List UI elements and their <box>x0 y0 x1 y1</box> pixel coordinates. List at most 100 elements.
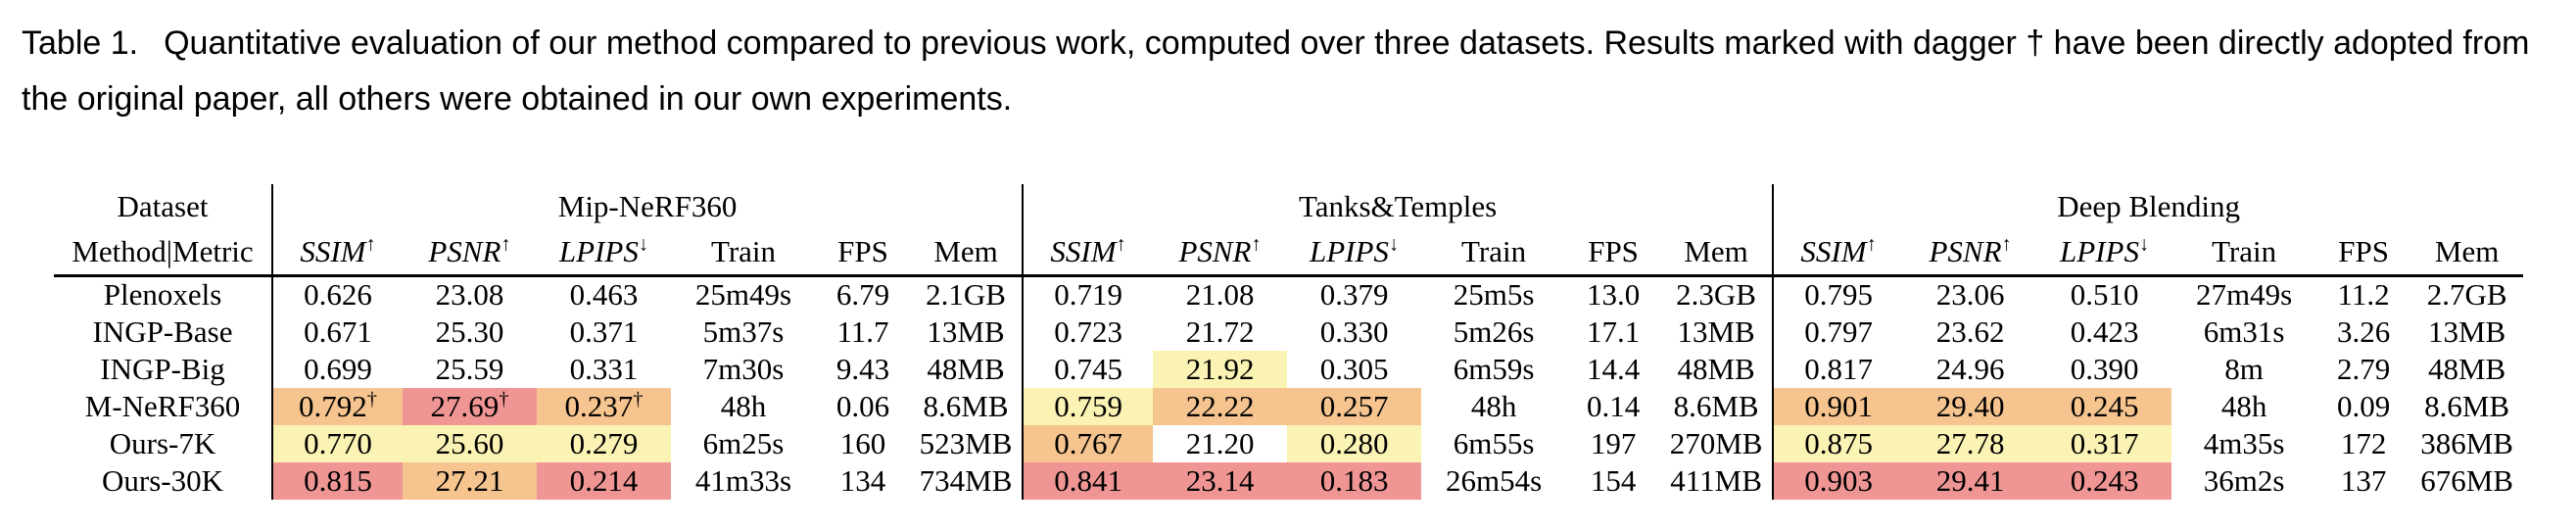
value-cell: 29.40 <box>1903 387 2038 425</box>
value-cell: 676MB <box>2420 462 2513 498</box>
value-cell: 137 <box>2340 462 2387 498</box>
value-cell: 172 <box>2340 425 2387 460</box>
metric-header-deep-blending-mem: Mem <box>2410 228 2524 277</box>
value-cell: 27.21 <box>403 461 537 500</box>
value-cell: 734MB <box>919 462 1013 498</box>
value-cell: 13.0 <box>1586 277 1641 313</box>
value-cell: 0.797 <box>1772 313 1904 351</box>
metric-header-row: Method|Metric SSIM↑ PSNR↑ LPIPS↓ Train FPS Me… <box>54 228 2524 277</box>
value-cell: 2.7GB <box>2426 277 2507 313</box>
value-cell: 197 <box>1590 425 1637 460</box>
value-cell: 0.841 <box>1022 461 1154 500</box>
value-cell: 0.770 <box>271 424 403 462</box>
metric-header-deep-blending-fps: FPS <box>2316 228 2411 277</box>
value-cell: 0.767 <box>1022 424 1154 462</box>
value-cell: 8m <box>2224 351 2264 386</box>
value-cell: 0.817 <box>1772 350 1904 388</box>
row-ingp-base: INGP-Base 0.671 25.30 0.371 5m37s 11.7 13MB 0.7… <box>54 313 2523 351</box>
value-cell: 0.745 <box>1022 350 1154 388</box>
value-cell: 0.423 <box>2070 314 2139 349</box>
value-cell: 0.719 <box>1022 275 1154 314</box>
row-plenoxels: Plenoxels 0.626 23.08 0.463 25m49s 6.79 2.1GB 0… <box>54 275 2523 314</box>
table-caption: Table 1. Quantitative evaluation of our m… <box>22 16 2558 127</box>
value-cell: 48h <box>720 388 767 423</box>
value-cell: 11.7 <box>836 314 889 349</box>
value-cell: 6m55s <box>1453 425 1535 460</box>
metric-header-tanks-temples-ssim: SSIM↑ <box>1022 228 1154 277</box>
value-cell: 0.815 <box>271 461 403 500</box>
value-cell: 23.14 <box>1153 461 1288 500</box>
value-cell: 13MB <box>2427 314 2506 349</box>
value-cell: 48MB <box>927 351 1005 386</box>
value-cell: 6m25s <box>702 425 785 460</box>
value-cell: 8.6MB <box>923 388 1009 423</box>
value-cell: 14.4 <box>1586 351 1641 386</box>
value-cell: 29.41 <box>1903 461 2038 500</box>
results-table: Dataset Mip-NeRF360 Tanks&Temples Deep B… <box>54 184 2524 500</box>
value-cell: 25.60 <box>403 424 537 462</box>
value-cell: 0.06 <box>835 388 890 423</box>
value-cell: 48MB <box>1677 351 1755 386</box>
value-cell: 0.330 <box>1319 314 1389 349</box>
section-header-deep-blending: Deep Blending <box>1772 184 2524 228</box>
value-cell: 11.2 <box>2337 277 2390 313</box>
value-cell: 17.1 <box>1586 314 1641 349</box>
value-cell: 23.06 <box>1935 277 2005 313</box>
method-metric-header: Method|Metric <box>54 228 272 277</box>
value-cell: 2.79 <box>2336 351 2391 386</box>
value-cell: 13MB <box>1677 314 1755 349</box>
value-cell: 21.92 <box>1153 350 1288 388</box>
metric-header-deep-blending-ssim: SSIM↑ <box>1772 228 1904 277</box>
value-cell: 386MB <box>2420 425 2513 460</box>
value-cell: 13MB <box>927 314 1005 349</box>
metric-header-deep-blending-psnr: PSNR↑ <box>1903 228 2038 277</box>
row-ingp-big: INGP-Big 0.699 25.59 0.331 7m30s 9.43 48MB 0.74… <box>54 350 2523 388</box>
metric-header-tanks-temples-fps: FPS <box>1566 228 1661 277</box>
value-cell: 0.792† <box>271 387 403 425</box>
value-cell: 26m54s <box>1445 462 1543 498</box>
method-name-cell: Ours-7K <box>109 425 216 460</box>
value-cell: 23.62 <box>1935 314 2005 349</box>
value-cell: 0.331 <box>569 351 639 386</box>
metric-header-mip-nerf360-ssim: SSIM↑ <box>271 228 403 277</box>
value-cell: 2.1GB <box>926 277 1006 313</box>
value-cell: 0.671 <box>271 313 403 351</box>
value-cell: 0.243 <box>2037 461 2172 500</box>
value-cell: 24.96 <box>1935 351 2005 386</box>
metric-header-deep-blending-train: Train <box>2171 228 2317 277</box>
method-name-cell: INGP-Base <box>92 314 233 349</box>
section-header-tanks-temples: Tanks&Temples <box>1022 184 1774 228</box>
value-cell: 9.43 <box>835 351 890 386</box>
value-cell: 0.875 <box>1772 424 1904 462</box>
method-name-cell: M-NeRF360 <box>84 388 241 423</box>
value-cell: 36m2s <box>2203 462 2285 498</box>
value-cell: 27.69† <box>403 387 537 425</box>
value-cell: 6.79 <box>835 277 890 313</box>
value-cell: 4m35s <box>2203 425 2285 460</box>
value-cell: 160 <box>839 425 886 460</box>
value-cell: 48h <box>2220 388 2267 423</box>
value-cell: 41m33s <box>694 462 792 498</box>
value-cell: 411MB <box>1670 462 1762 498</box>
value-cell: 0.214 <box>537 461 671 500</box>
value-cell: 0.14 <box>1586 388 1641 423</box>
value-cell: 0.626 <box>271 275 403 314</box>
row-ours-7k: Ours-7K 0.770 25.60 0.279 6m25s 160 523MB 0.767… <box>54 424 2523 462</box>
value-cell: 0.463 <box>569 277 639 313</box>
value-cell: 25m49s <box>694 277 792 313</box>
caption-label: Table 1. <box>22 24 139 62</box>
value-cell: 48h <box>1470 388 1517 423</box>
value-cell: 0.903 <box>1772 461 1904 500</box>
section-header-mip-nerf360: Mip-NeRF360 <box>270 184 1024 228</box>
value-cell: 523MB <box>919 425 1013 460</box>
value-cell: 134 <box>839 462 886 498</box>
value-cell: 21.20 <box>1185 425 1255 460</box>
value-cell: 25.59 <box>435 351 504 386</box>
value-cell: 0.699 <box>271 350 403 388</box>
row-ours-30k: Ours-30K 0.815 27.21 0.214 41m33s 134 734MB 0.8… <box>54 461 2523 500</box>
value-cell: 0.245 <box>2037 387 2172 425</box>
value-cell: 6m31s <box>2203 314 2285 349</box>
value-cell: 25.30 <box>435 314 504 349</box>
value-cell: 7m30s <box>702 351 785 386</box>
value-cell: 0.09 <box>2336 388 2391 423</box>
